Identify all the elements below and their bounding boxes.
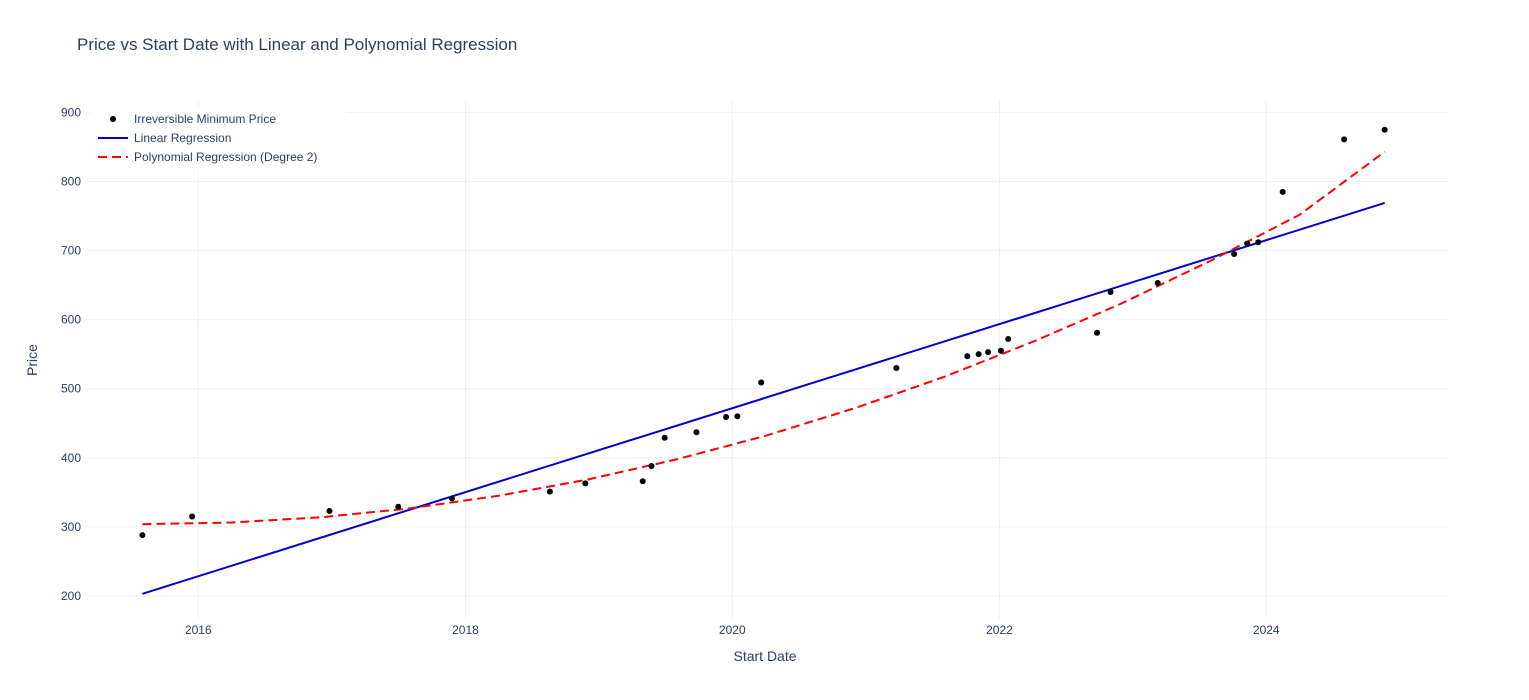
- data-point[interactable]: [1255, 239, 1262, 246]
- x-tick-label: 2016: [185, 623, 212, 637]
- data-point[interactable]: [395, 503, 402, 510]
- data-point[interactable]: [997, 347, 1004, 354]
- x-tick-label: 2022: [986, 623, 1013, 637]
- legend-background: [90, 108, 346, 170]
- y-tick-label: 500: [61, 382, 81, 396]
- data-point[interactable]: [1341, 136, 1348, 143]
- data-point[interactable]: [1107, 289, 1114, 296]
- data-point[interactable]: [758, 379, 765, 386]
- data-point[interactable]: [1231, 251, 1238, 258]
- y-tick-label: 200: [61, 589, 81, 603]
- data-point[interactable]: [893, 364, 900, 371]
- x-tick-label: 2020: [719, 623, 746, 637]
- data-point[interactable]: [734, 413, 741, 420]
- data-point[interactable]: [448, 495, 455, 502]
- data-point[interactable]: [1094, 329, 1101, 336]
- x-tick-label: 2024: [1253, 623, 1280, 637]
- gridlines: [85, 100, 1449, 618]
- legend-item-linear[interactable]: Linear Regression: [98, 131, 231, 145]
- chart-title: Price vs Start Date with Linear and Poly…: [77, 35, 517, 54]
- legend[interactable]: Irreversible Minimum Price Linear Regres…: [90, 108, 346, 170]
- data-point[interactable]: [648, 463, 655, 470]
- polynomial-regression-line: [142, 150, 1386, 526]
- data-point[interactable]: [1005, 335, 1012, 342]
- data-point[interactable]: [723, 414, 730, 421]
- axes: 200 300 400 500 600 700 800 900 2016 2018 2020 2022…: [61, 105, 1280, 637]
- x-tick-label: 2018: [452, 623, 479, 637]
- legend-item-polynomial[interactable]: Polynomial Regression (Degree 2): [98, 150, 317, 164]
- linear-regression-line: [142, 201, 1386, 595]
- data-point[interactable]: [189, 513, 196, 520]
- data-point[interactable]: [546, 488, 553, 495]
- data-point[interactable]: [661, 434, 668, 441]
- data-point[interactable]: [693, 429, 700, 436]
- data-point[interactable]: [326, 507, 333, 514]
- data-point[interactable]: [1154, 280, 1161, 287]
- legend-label-linear: Linear Regression: [134, 131, 231, 145]
- plot-area: [139, 126, 1388, 595]
- y-tick-label: 700: [61, 244, 81, 258]
- data-point[interactable]: [975, 351, 982, 358]
- data-point[interactable]: [985, 349, 992, 356]
- data-point[interactable]: [139, 532, 146, 539]
- data-point[interactable]: [1279, 188, 1286, 195]
- y-axis-title: Price: [24, 344, 40, 376]
- data-point[interactable]: [639, 478, 646, 485]
- legend-label-polynomial: Polynomial Regression (Degree 2): [134, 150, 317, 164]
- y-tick-label: 400: [61, 451, 81, 465]
- data-point[interactable]: [1381, 126, 1388, 133]
- legend-label-markers: Irreversible Minimum Price: [134, 112, 276, 126]
- x-axis-title: Start Date: [733, 648, 796, 664]
- data-point[interactable]: [582, 480, 589, 487]
- y-tick-label: 600: [61, 313, 81, 327]
- data-point[interactable]: [964, 353, 971, 360]
- y-tick-label: 300: [61, 520, 81, 534]
- legend-item-markers[interactable]: Irreversible Minimum Price: [110, 112, 276, 126]
- data-point[interactable]: [1244, 240, 1251, 247]
- legend-marker-swatch: [110, 116, 116, 122]
- y-tick-label: 900: [61, 105, 81, 119]
- y-tick-label: 800: [61, 174, 81, 188]
